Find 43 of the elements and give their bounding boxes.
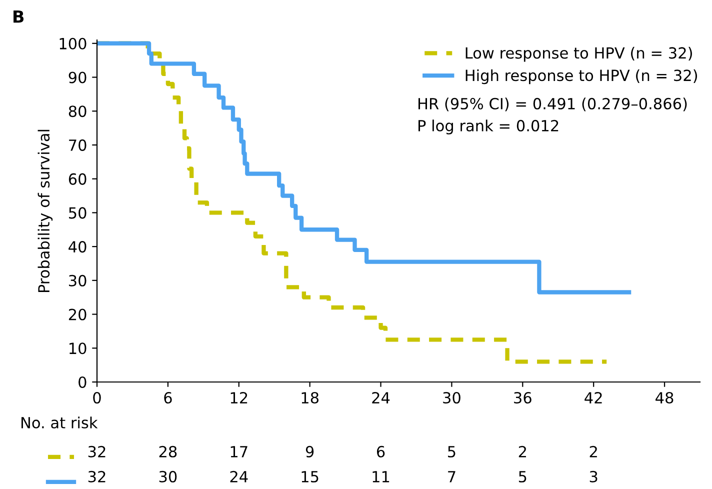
text: 11 — [372, 471, 390, 482]
y-tick-label: 30 — [69, 274, 86, 286]
text: 9 — [306, 446, 314, 458]
x-tick-label: 36 — [514, 392, 532, 404]
y-tick-label: 90 — [68, 72, 86, 84]
text: 5 — [448, 446, 456, 458]
y-tick-label: 10 — [70, 342, 86, 354]
annotation: P log rank = 0.012 — [418, 120, 558, 134]
y-axis-title: Probability of survival — [38, 130, 53, 292]
text: 32 — [88, 470, 106, 482]
text: 28 — [159, 446, 177, 458]
x-tick-label: 42 — [584, 392, 602, 404]
x-tick-label: 12 — [230, 392, 248, 404]
text: 32 — [88, 446, 106, 458]
text: 15 — [302, 471, 318, 482]
text: No. at risk — [22, 416, 98, 428]
text: 5 — [518, 471, 526, 482]
x-tick-label: 18 — [302, 392, 318, 404]
text: 3 — [590, 470, 598, 482]
text: 2 — [518, 446, 526, 458]
y-tick-label: 0 — [78, 376, 86, 388]
text: 2 — [590, 446, 597, 458]
y-tick-label: 40 — [68, 241, 86, 253]
y-tick-label: 20 — [68, 308, 86, 320]
y-tick-label: 100 — [60, 38, 86, 50]
text: 17 — [230, 446, 248, 458]
y-tick-label: 50 — [69, 207, 86, 219]
text: 30 — [159, 470, 177, 482]
text: 24 — [230, 470, 248, 482]
x-tick-label: 30 — [443, 392, 460, 404]
annotation: HR (95% CI) = 0.491 (0.279–0.866) — [418, 98, 687, 112]
y-tick-label: 60 — [68, 173, 86, 185]
x-tick-label: 24 — [372, 392, 390, 404]
legend-label: High response to HPV (n = 32) — [466, 69, 697, 84]
y-tick-label: 80 — [68, 106, 86, 118]
text: 6 — [376, 446, 385, 458]
legend-label: Low response to HPV (n = 32) — [466, 46, 692, 62]
x-tick-label: 48 — [656, 392, 674, 404]
text: 7 — [448, 471, 456, 482]
x-tick-label: 0 — [93, 392, 101, 404]
x-tick-label: 6 — [164, 392, 172, 404]
y-tick-label: 70 — [69, 139, 86, 151]
chart-title: B — [14, 10, 24, 23]
